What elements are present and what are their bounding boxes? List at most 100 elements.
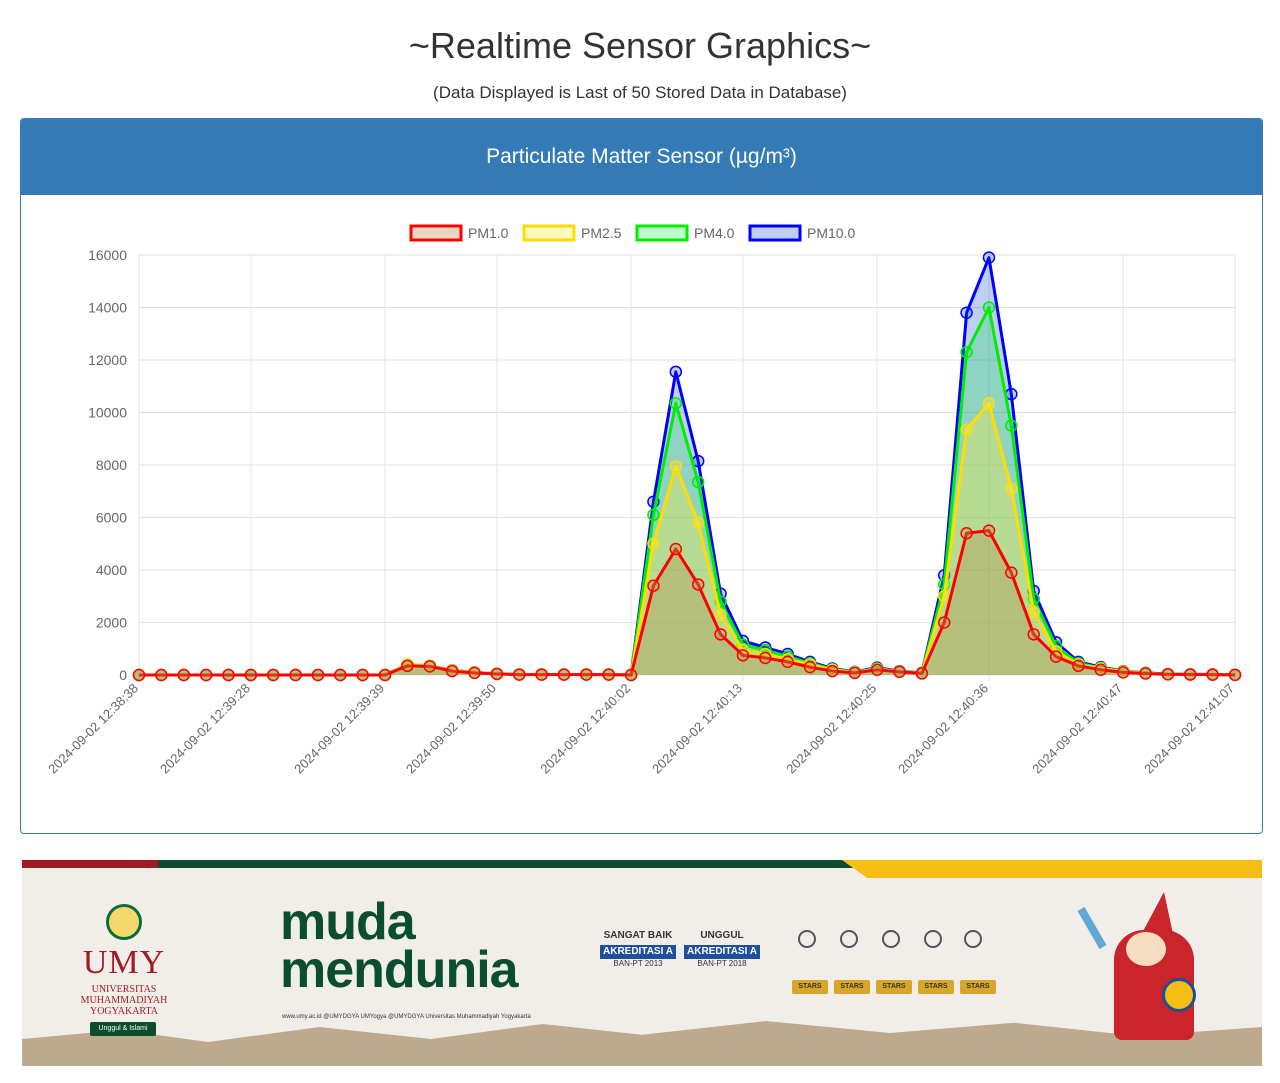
- badge-top-text: UNGGUL: [700, 930, 744, 941]
- award-seal-icon: [924, 930, 942, 948]
- data-point: [311, 668, 325, 682]
- panel-heading: Particulate Matter Sensor (µg/m³): [21, 119, 1262, 195]
- data-point: [1206, 668, 1219, 681]
- umy-logo-subtitle: UNIVERSITAS MUHAMMADIYAH YOGYAKARTA: [80, 984, 168, 1017]
- banner-stripe-red: [22, 860, 162, 868]
- award-seal-icon: [964, 930, 982, 948]
- data-point: [1161, 668, 1175, 681]
- data-point: [512, 668, 526, 681]
- stars-badge: STARS: [834, 980, 870, 994]
- data-point: [736, 649, 750, 662]
- data-point: [960, 527, 973, 540]
- data-point: [445, 664, 459, 678]
- data-point: [960, 423, 973, 436]
- data-point: [535, 668, 548, 681]
- accreditation-badge-2013: SANGAT BAIK AKREDITASI A BAN-PT 2013: [600, 930, 676, 994]
- data-point: [937, 590, 951, 603]
- data-point: [669, 365, 683, 379]
- series-area: [139, 403, 1235, 675]
- award-seal-icon: [882, 930, 900, 948]
- data-point: [1027, 628, 1040, 641]
- legend-swatch: [409, 224, 463, 242]
- x-tick-label: 2024-09-02 12:40:47: [1029, 681, 1125, 777]
- data-point: [423, 660, 437, 673]
- legend-swatch: [748, 224, 802, 242]
- badge-top-text: SANGAT BAIK: [603, 930, 673, 941]
- umy-banner-image: UMY UNIVERSITAS MUHAMMADIYAH YOGYAKARTA …: [22, 860, 1262, 1066]
- mascot-pencil-icon: [1077, 906, 1107, 950]
- y-tick-label: 2000: [96, 615, 127, 631]
- data-point: [1116, 666, 1130, 679]
- badge-ribbon: AKREDITASI A: [684, 945, 760, 959]
- sensor-panel: Particulate Matter Sensor (µg/m³) 0 2000 4…: [20, 118, 1263, 834]
- data-point: [714, 628, 727, 641]
- x-tick-label: 2024-09-02 12:39:28: [157, 681, 253, 777]
- x-tick-label: 2024-09-02 12:38:38: [45, 681, 141, 777]
- data-point: [759, 651, 772, 665]
- awards-group: STARS STARS STARS STARS STARS: [792, 930, 1002, 1000]
- data-point: [848, 666, 862, 680]
- data-point: [691, 516, 705, 529]
- banner-paper-texture: [22, 1021, 1262, 1066]
- legend-label: PM2.5: [581, 225, 622, 241]
- stars-badge: STARS: [960, 980, 996, 994]
- x-tick-label: 2024-09-02 12:41:07: [1141, 681, 1237, 777]
- stars-badge: STARS: [792, 980, 828, 994]
- data-point: [1005, 482, 1018, 495]
- x-tick-label: 2024-09-02 12:40:36: [895, 681, 991, 777]
- award-seal-icon: [840, 930, 858, 948]
- badge-bottom-text: BAN-PT 2018: [697, 959, 747, 968]
- data-point: [1027, 605, 1040, 619]
- data-point: [289, 668, 302, 682]
- legend-swatch: [522, 224, 576, 242]
- mascot-face: [1126, 932, 1166, 966]
- data-point: [177, 668, 190, 682]
- data-point: [982, 301, 996, 314]
- pm-sensor-chart: 0 2000 4000 6000 8000 10000 12000 14000 16000 202…: [45, 224, 1242, 777]
- award-seal-icon: [798, 930, 816, 948]
- legend-swatch: [635, 224, 689, 242]
- data-point: [1184, 668, 1197, 681]
- data-point: [624, 668, 638, 682]
- x-tick-label: 2024-09-02 12:40:13: [649, 681, 745, 777]
- data-point: [870, 663, 884, 676]
- data-point: [960, 345, 973, 359]
- data-point: [982, 397, 996, 410]
- data-point: [557, 668, 571, 681]
- data-point: [490, 667, 504, 681]
- banner-stripe-green: [158, 860, 858, 868]
- data-point: [691, 578, 705, 591]
- page-title: ~Realtime Sensor Graphics~: [408, 25, 872, 66]
- x-tick-label: 2024-09-02 12:39:39: [291, 681, 387, 777]
- data-point: [1005, 566, 1018, 579]
- data-point: [781, 655, 794, 669]
- data-point: [222, 668, 235, 682]
- data-point: [1094, 663, 1108, 676]
- data-point: [401, 659, 414, 673]
- legend-label: PM10.0: [807, 225, 855, 241]
- data-point: [982, 251, 996, 264]
- x-tick-label: 2024-09-02 12:39:50: [403, 681, 499, 777]
- slogan-line-2: mendunia: [280, 941, 519, 999]
- x-tick-label: 2024-09-02 12:40:02: [537, 681, 633, 777]
- legend-item: PM2.5: [522, 224, 622, 242]
- data-point: [937, 616, 951, 629]
- slogan: muda mendunia: [280, 896, 580, 999]
- series-area: [139, 530, 1235, 675]
- data-point: [803, 660, 817, 674]
- legend-item: PM1.0: [409, 224, 509, 242]
- y-tick-label: 10000: [88, 405, 127, 421]
- data-point: [647, 508, 660, 522]
- data-point: [244, 668, 258, 682]
- banner-stripe-yellow: [842, 860, 1262, 878]
- umy-logo-name: UMY: [82, 944, 166, 981]
- data-point: [1072, 659, 1085, 673]
- data-point: [669, 460, 683, 473]
- data-point: [378, 668, 392, 682]
- data-point: [982, 524, 996, 537]
- data-point: [132, 668, 146, 682]
- data-point: [915, 667, 929, 680]
- data-point: [356, 668, 369, 682]
- y-tick-label: 16000: [88, 247, 127, 263]
- data-point: [602, 668, 615, 681]
